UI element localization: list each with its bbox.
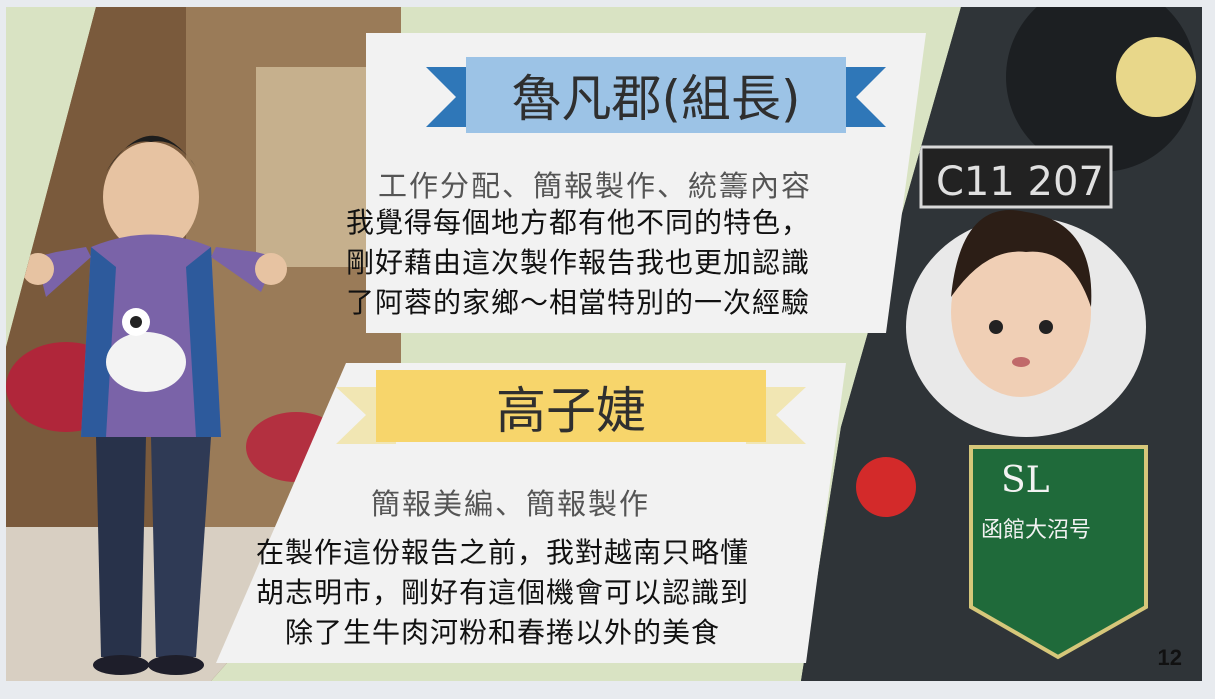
leader-roles: 工作分配、簡報製作、統籌內容	[378, 169, 813, 203]
svg-text:函館大沼号: 函館大沼号	[981, 518, 1091, 543]
slide: C11 207 SL 函館大沼号 魯凡郡(組長) 工作分配、簡報製作、統籌內容 …	[6, 7, 1202, 681]
svg-text:C11 207: C11 207	[936, 159, 1104, 205]
boy-photo	[6, 7, 401, 681]
member-name: 高子婕	[496, 382, 646, 440]
member-roles: 簡報美編、簡報製作	[371, 487, 651, 521]
leader-name-ribbon: 魯凡郡(組長)	[426, 47, 886, 143]
member-name-ribbon: 高子婕	[336, 362, 806, 452]
girl-photo: C11 207 SL 函館大沼号	[801, 7, 1202, 681]
member-quote: 在製作這份報告之前，我對越南只略懂 胡志明市，剛好有這個機會可以認識到 除了生牛…	[256, 533, 749, 653]
quote-line: 我覺得每個地方都有他不同的特色，	[346, 206, 811, 239]
boy-illustration	[6, 7, 401, 681]
yellow-ribbon-shape	[336, 370, 806, 444]
leader-name: 魯凡郡(組長)	[511, 70, 801, 128]
quote-line: 胡志明市，剛好有這個機會可以認識到	[256, 576, 750, 609]
quote-line: 剛好藉由這次製作報告我也更加認識	[346, 246, 811, 279]
svg-text:SL: SL	[1001, 460, 1050, 501]
leader-quote: 我覺得每個地方都有他不同的特色， 剛好藉由這次製作報告我也更加認識 了阿蓉的家鄉…	[346, 203, 810, 323]
quote-line: 了阿蓉的家鄉～相當特別的一次經驗	[346, 286, 811, 319]
quote-line: 除了生牛肉河粉和春捲以外的美食	[285, 616, 721, 649]
blue-ribbon-shape	[426, 57, 886, 133]
quote-line: 在製作這份報告之前，我對越南只略懂	[256, 536, 750, 569]
page-number: 12	[1157, 645, 1182, 670]
girl-illustration: C11 207 SL 函館大沼号	[801, 7, 1202, 681]
